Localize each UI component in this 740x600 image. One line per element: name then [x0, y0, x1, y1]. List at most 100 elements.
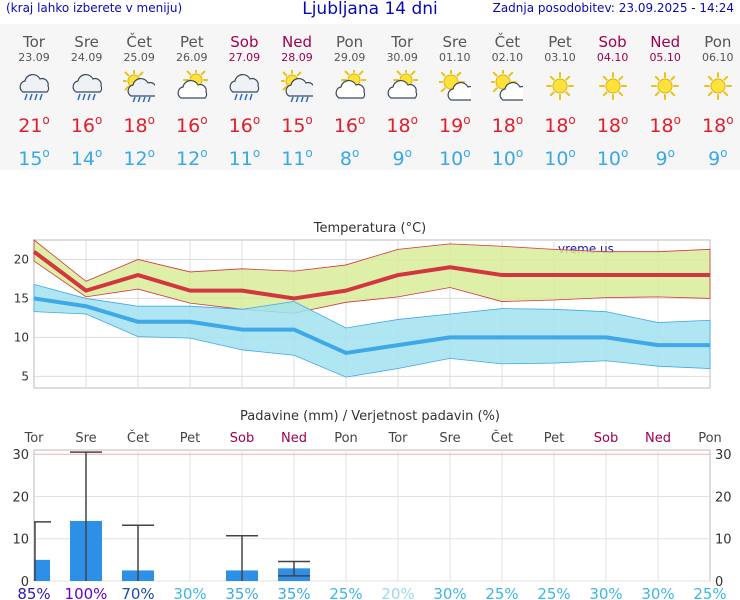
precip-probability: 25%: [329, 585, 362, 600]
day-date: 05.10: [649, 51, 681, 64]
temp-line-max: [32, 250, 710, 301]
day-name: Pon: [704, 33, 732, 51]
day-date: 02.10: [491, 51, 524, 64]
temp-min: 12o: [176, 146, 208, 170]
day-column: Pon 06.10 18o 9o: [692, 24, 740, 171]
day-column: Tor 30.09 18o 9o: [376, 24, 428, 170]
day-column: Čet 25.09 18o 12o: [113, 24, 165, 170]
sun-behind-cloud-icon: [335, 70, 366, 99]
day-column: Sob 04.10 18o 10o: [587, 24, 639, 171]
temp-max: 16o: [70, 113, 103, 137]
precip-x-label: Pet: [180, 431, 200, 446]
temp-min: 15o: [18, 146, 50, 170]
precip-x-label: Ned: [645, 431, 671, 446]
precip-probability: 20%: [381, 585, 414, 600]
precip-x-label: Pet: [544, 431, 564, 446]
temp-max: 18o: [544, 113, 576, 137]
day-name: Ned: [650, 33, 681, 51]
precip-x-label: Čet: [491, 430, 513, 446]
day-name: Čet: [126, 33, 152, 51]
day-name: Tor: [23, 33, 45, 51]
day-name: Pet: [548, 33, 572, 51]
day-column: Pet 26.09 16o 12o: [166, 24, 218, 170]
day-date: 28.09: [281, 51, 313, 64]
sun-behind-cloud-icon: [177, 70, 208, 99]
precip-bar: [34, 559, 50, 581]
precip-y-tick-left: 30: [12, 448, 29, 463]
temp-min: 11o: [228, 146, 261, 170]
day-name: Sob: [230, 33, 259, 51]
day-column: Pon 29.09 16o 8o: [324, 24, 376, 170]
day-date: 26.09: [176, 51, 208, 64]
temp-chart-title: Temperatura (°C): [313, 221, 426, 236]
precip-y-tick-right: 0: [715, 575, 723, 590]
day-name: Sre: [442, 33, 468, 51]
temp-min: 8o: [339, 146, 360, 170]
temp-min: 10o: [439, 146, 471, 170]
day-date: 30.09: [386, 51, 418, 64]
daily-forecast-strip: Tor 23.09 21o 15o Sre 24.09 16o 14o Čet 25.09 18o 1…: [0, 24, 740, 170]
cloud-rain-icon: [19, 73, 50, 101]
temp-min: 10o: [491, 146, 524, 170]
temp-max: 18o: [123, 113, 155, 137]
day-date: 01.10: [439, 51, 471, 64]
day-column: Sre 24.09 16o 14o: [61, 24, 113, 171]
cloud-rain-icon: [72, 73, 102, 101]
precip-probability: 85%: [17, 585, 50, 600]
precip-y-tick-right: 30: [715, 448, 732, 463]
temp-min: 9o: [708, 146, 728, 170]
sun-cloud-rain-icon: [281, 70, 313, 102]
temp-y-tick: 5: [21, 369, 29, 383]
temp-max: 15o: [281, 113, 313, 137]
precip-x-label: Sob: [594, 431, 618, 446]
cloud-rain-icon: [229, 73, 260, 101]
temp-min: 9o: [655, 146, 675, 170]
precip-y-tick-left: 0: [21, 575, 29, 590]
day-column: Sre 01.10 19o 10o: [429, 24, 481, 170]
temp-max: 21o: [18, 113, 50, 137]
precip-y-tick-left: 20: [12, 490, 29, 505]
day-name: Sob: [598, 33, 627, 51]
day-column: Ned 28.09 15o 11o: [271, 24, 323, 170]
day-name: Pon: [335, 33, 364, 51]
temp-min: 10o: [596, 146, 629, 170]
precip-probability: 30%: [641, 585, 674, 600]
sun-icon: [703, 72, 732, 100]
page-title: Ljubljana 14 dni: [302, 0, 438, 19]
day-date: 29.09: [333, 51, 366, 64]
day-column: Sob 27.09 16o 11o: [218, 24, 270, 171]
day-date: 04.10: [596, 51, 629, 64]
temp-min: 12o: [123, 146, 155, 170]
sun-cloud-rain-icon: [123, 70, 156, 102]
temp-min: 10o: [544, 146, 576, 170]
precip-probability: 25%: [485, 585, 518, 600]
precip-probability: 25%: [693, 585, 726, 600]
precip-y-tick-right: 20: [715, 490, 732, 505]
precip-chart-title: Padavine (mm) / Verjetnost padavin (%): [240, 409, 500, 424]
partly-sunny-icon: [438, 70, 471, 101]
temp-y-tick: 20: [14, 252, 29, 266]
temp-max: 16o: [176, 113, 208, 137]
last-updated: Zadnja posodobitev: 23.09.2025 - 14:24: [492, 1, 734, 15]
temp-max: 18o: [596, 113, 629, 137]
precip-x-label: Čet: [127, 430, 149, 446]
temp-max: 19o: [439, 113, 471, 137]
day-column: Čet 02.10 18o 10o: [481, 24, 533, 170]
page-header: (kraj lahko izberete v meniju) Ljubljana…: [0, 0, 740, 20]
precip-x-label: Pon: [698, 431, 722, 446]
precip-x-label: Sob: [230, 431, 254, 446]
partly-sunny-icon: [491, 70, 524, 101]
day-column: Ned 05.10 18o 9o: [639, 24, 691, 171]
day-name: Tor: [391, 33, 414, 51]
temp-line-min: [33, 296, 710, 355]
temp-min: 9o: [392, 146, 412, 170]
temp-max: 18o: [649, 113, 681, 137]
precip-plot-area: [33, 449, 711, 582]
day-column: Tor 23.09 21o 15o: [8, 24, 60, 171]
location-menu-hint: (kraj lahko izberete v meniju): [6, 1, 183, 15]
precip-x-label: Sre: [75, 431, 96, 446]
precip-y-tick-right: 10: [715, 533, 732, 548]
precip-probability: 30%: [589, 585, 622, 600]
sun-icon: [651, 72, 680, 100]
